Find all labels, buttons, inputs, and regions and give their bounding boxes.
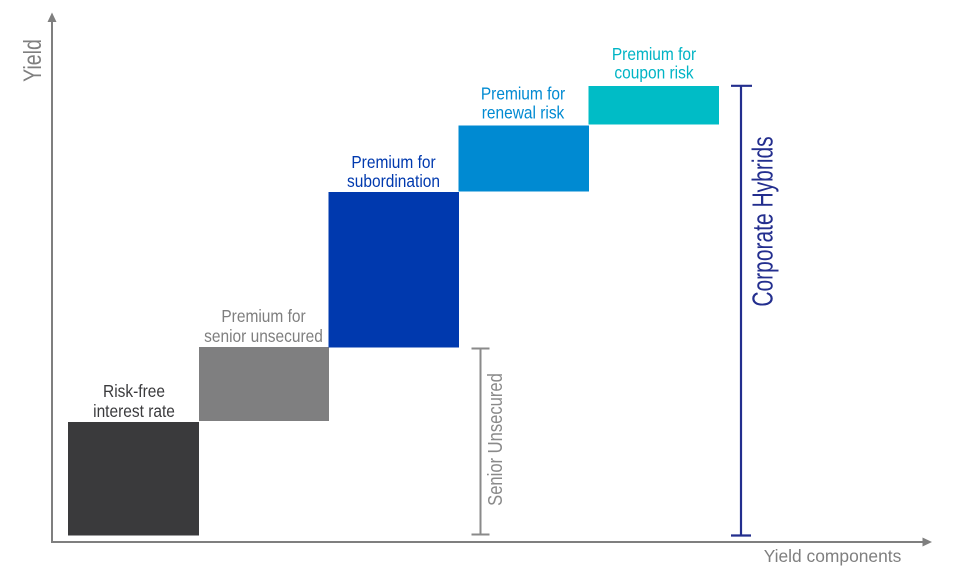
svg-text:Senior Unsecured: Senior Unsecured [483,373,506,506]
svg-text:interest rate: interest rate [93,402,175,421]
svg-text:Corporate Hybrids: Corporate Hybrids [747,136,779,306]
svg-text:Yield components: Yield components [764,546,902,566]
svg-text:subordination: subordination [347,172,440,191]
svg-text:coupon risk: coupon risk [614,64,694,83]
svg-text:Yield: Yield [19,39,47,82]
svg-text:Premium for: Premium for [351,153,436,172]
svg-text:senior unsecured: senior unsecured [204,327,323,346]
svg-text:Premium for: Premium for [221,307,306,326]
svg-text:Premium for: Premium for [612,45,697,64]
svg-text:Risk-free: Risk-free [103,382,165,401]
svg-text:renewal risk: renewal risk [482,104,565,123]
svg-text:Premium for: Premium for [481,85,566,104]
